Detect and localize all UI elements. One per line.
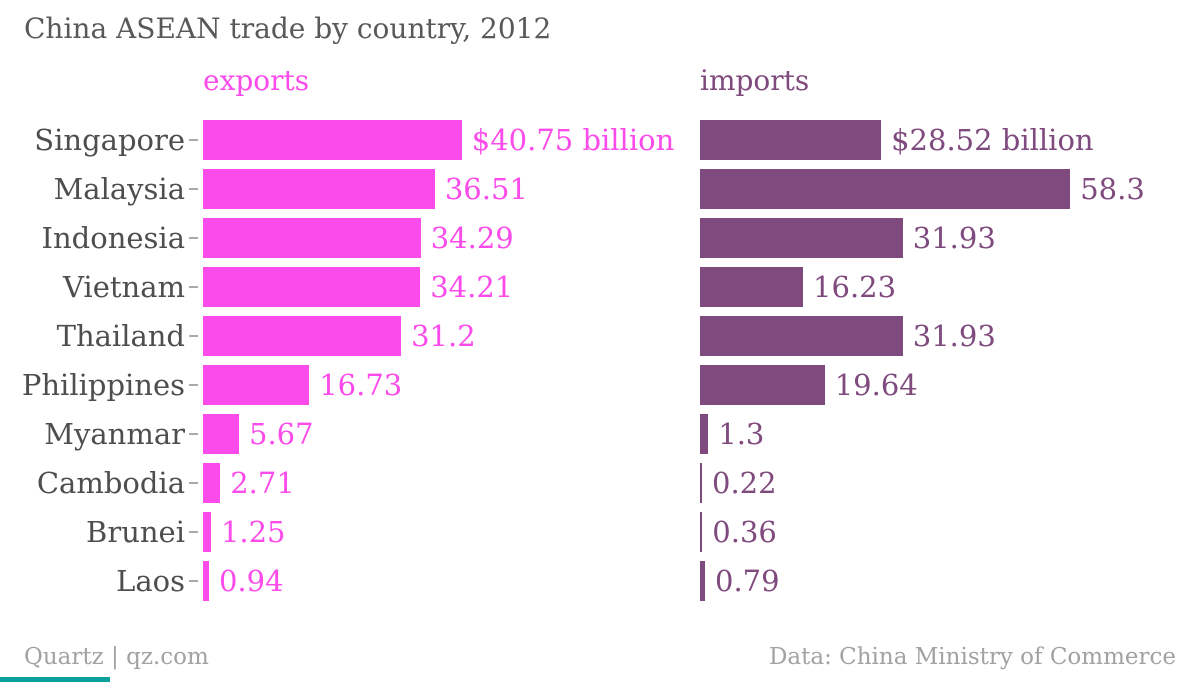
exports-bar (203, 463, 221, 503)
exports-bar (203, 120, 462, 160)
category-label: Philippines (21, 368, 185, 402)
exports-bar (203, 316, 402, 356)
chart-row: Singapore $40.75 billion $28.52 billion (0, 120, 1200, 160)
exports-value-label: 1.25 (220, 515, 286, 549)
tick-mark (189, 580, 198, 582)
imports-value-label: 31.93 (912, 319, 996, 353)
imports-value-label: 19.64 (834, 368, 918, 402)
tick-mark (189, 384, 198, 386)
exports-bar (203, 218, 421, 258)
imports-bar (700, 169, 1071, 209)
category-label: Brunei (86, 515, 185, 549)
category-label: Vietnam (63, 270, 185, 304)
imports-bar (700, 365, 825, 405)
chart-rows: Singapore $40.75 billion $28.52 billion Mal… (0, 120, 1200, 610)
category-label: Cambodia (36, 466, 185, 500)
tick-mark (189, 237, 198, 239)
chart-row: Myanmar 5.67 1.3 (0, 414, 1200, 454)
category-label: Thailand (56, 319, 185, 353)
exports-column-header: exports (203, 64, 310, 97)
exports-value-label: 31.2 (411, 319, 476, 353)
chart-row: Thailand 31.2 31.93 (0, 316, 1200, 356)
exports-bar (203, 169, 435, 209)
chart-row: Malaysia 36.51 58.3 (0, 169, 1200, 209)
imports-value-label: 0.22 (712, 466, 777, 500)
exports-value-label: 34.21 (430, 270, 514, 304)
imports-bar (700, 414, 709, 454)
exports-value-label: 34.29 (430, 221, 514, 255)
exports-value-label: 2.71 (230, 466, 295, 500)
tick-mark (189, 482, 198, 484)
chart-row: Cambodia 2.71 0.22 (0, 463, 1200, 503)
chart-row: Brunei 1.25 0.36 (0, 512, 1200, 552)
category-label: Laos (116, 564, 185, 598)
imports-bar (700, 561, 706, 601)
imports-value-label: 0.79 (715, 564, 780, 598)
imports-bar (700, 463, 702, 503)
imports-value-label: 31.93 (912, 221, 996, 255)
category-label: Singapore (34, 123, 185, 157)
chart-row: Philippines 16.73 19.64 (0, 365, 1200, 405)
brand-teal-strip (0, 677, 110, 682)
chart-title: China ASEAN trade by country, 2012 (24, 12, 552, 45)
exports-value-label: $40.75 billion (471, 123, 675, 157)
chart-row: Laos 0.94 0.79 (0, 561, 1200, 601)
category-label: Indonesia (41, 221, 185, 255)
tick-mark (189, 188, 198, 190)
imports-column-header: imports (700, 64, 810, 97)
imports-bar (700, 267, 804, 307)
chart-row: Indonesia 34.29 31.93 (0, 218, 1200, 258)
imports-value-label: $28.52 billion (891, 123, 1094, 157)
imports-bar (700, 218, 903, 258)
footer-source: Data: China Ministry of Commerce (768, 644, 1176, 670)
imports-bar (700, 120, 882, 160)
tick-mark (189, 531, 198, 533)
category-label: Myanmar (44, 417, 185, 451)
imports-value-label: 1.3 (718, 417, 765, 451)
imports-value-label: 16.23 (813, 270, 897, 304)
exports-bar (203, 414, 239, 454)
tick-mark (189, 335, 198, 337)
exports-value-label: 0.94 (218, 564, 284, 598)
exports-bar (203, 512, 211, 552)
category-label: Malaysia (53, 172, 185, 206)
imports-value-label: 0.36 (712, 515, 777, 549)
footer-credit: Quartz | qz.com (24, 644, 209, 670)
tick-mark (189, 139, 198, 141)
exports-value-label: 36.51 (444, 172, 528, 206)
exports-bar (203, 561, 209, 601)
exports-bar (203, 365, 310, 405)
tick-mark (189, 286, 198, 288)
imports-value-label: 58.3 (1080, 172, 1145, 206)
tick-mark (189, 433, 198, 435)
exports-bar (203, 267, 421, 307)
imports-bar (700, 512, 703, 552)
exports-value-label: 16.73 (319, 368, 403, 402)
imports-bar (700, 316, 903, 356)
chart-row: Vietnam 34.21 16.23 (0, 267, 1200, 307)
exports-value-label: 5.67 (249, 417, 314, 451)
